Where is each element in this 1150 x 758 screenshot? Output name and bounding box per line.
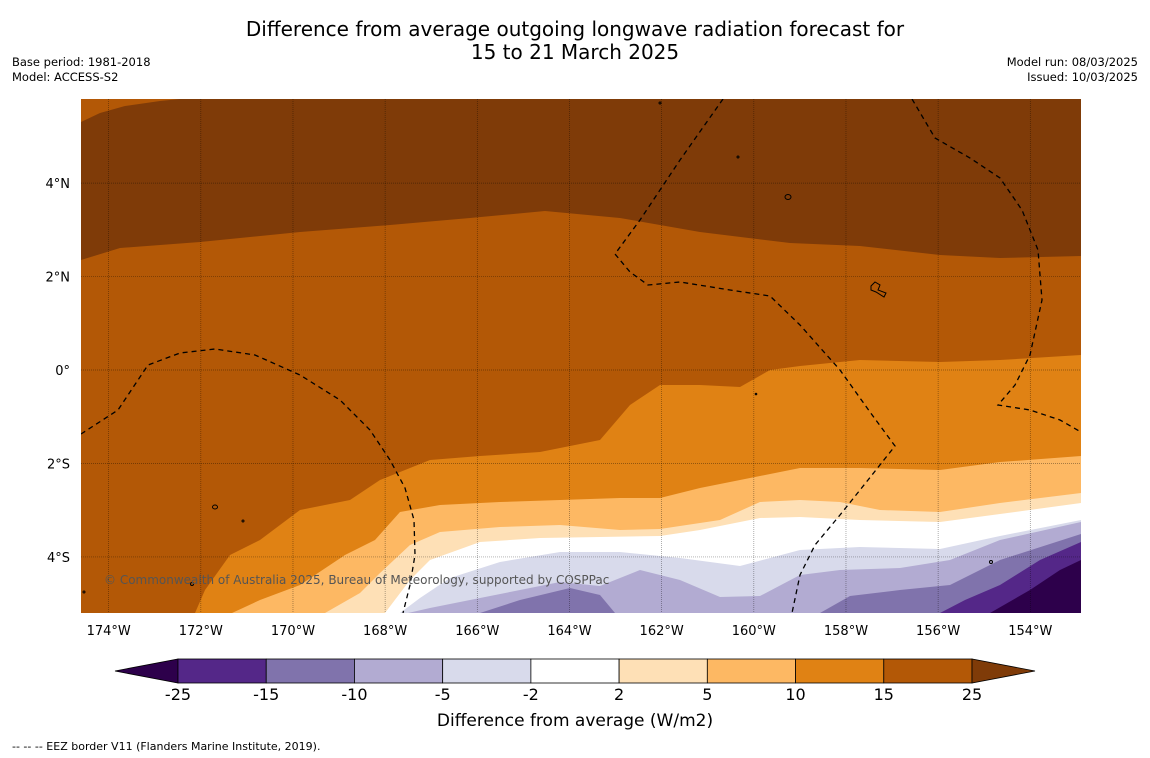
eez-border-east <box>911 99 1081 433</box>
colorbar-bin <box>265 658 355 684</box>
eez-borders <box>81 99 1081 613</box>
band-neg15-neg10 <box>480 534 1081 613</box>
issued-text: Issued: 10/03/2025 <box>1027 70 1138 84</box>
y-tick-label: 4°N <box>46 177 71 192</box>
metadata-right: Model run: 08/03/2025 Issued: 10/03/2025 <box>1007 55 1138 85</box>
colorbar-tick-label: 10 <box>785 685 805 704</box>
band-neg10-neg5 <box>81 522 1081 613</box>
island <box>784 194 792 200</box>
colorbar-tick-label: -15 <box>253 685 279 704</box>
colorbar-bin <box>177 658 267 684</box>
x-tick-label: 156°W <box>916 624 960 639</box>
x-tick-label: 158°W <box>824 624 868 639</box>
colorbar-bin <box>442 658 532 684</box>
y-tick-label: 0° <box>55 364 70 379</box>
x-tick-label: 162°W <box>640 624 684 639</box>
colorbar-label: Difference from average (W/m2) <box>437 711 713 731</box>
copyright-credit: © Commonwealth of Australia 2025, Bureau… <box>104 573 609 587</box>
colorbar-tick-label: -2 <box>523 685 539 704</box>
anomaly-field <box>81 99 1081 613</box>
island <box>989 560 993 564</box>
model-text: Model: ACCESS-S2 <box>12 70 119 84</box>
y-tick-label: 4°S <box>47 551 70 566</box>
island <box>658 101 662 105</box>
eez-border-west <box>81 348 416 613</box>
x-tick-label: 174°W <box>87 624 131 639</box>
x-tick-label: 170°W <box>271 624 315 639</box>
colorbar-under-arrow <box>114 658 179 684</box>
island <box>190 582 194 586</box>
colorbar-tick-label: -10 <box>341 685 367 704</box>
title-line-1: Difference from average outgoing longwav… <box>245 17 905 41</box>
colorbar-tick-label: 25 <box>962 685 982 704</box>
x-tick-label: 172°W <box>179 624 223 639</box>
colorbar-tick-label: 15 <box>874 685 894 704</box>
island <box>870 281 887 298</box>
colorbar-tick-label: 5 <box>702 685 712 704</box>
eez-border-central <box>614 99 896 613</box>
x-axis-labels: 174°W 172°W 170°W 168°W 166°W 164°W 162°W 160°W… <box>87 624 1053 639</box>
colorbar: -25 -15 -10 -5 -2 2 5 10 15 25 Difference from av… <box>114 658 1036 731</box>
x-tick-label: 168°W <box>363 624 407 639</box>
title-line-2: 15 to 21 March 2025 <box>470 40 680 64</box>
x-tick-label: 164°W <box>547 624 591 639</box>
island <box>736 155 740 159</box>
y-tick-label: 2°S <box>47 457 70 472</box>
colorbar-bin <box>883 658 973 684</box>
colorbar-over-arrow <box>971 658 1036 684</box>
colorbar-tick-label: -5 <box>435 685 451 704</box>
island <box>754 392 758 396</box>
colorbar-bin <box>530 658 620 684</box>
model-run-text: Model run: 08/03/2025 <box>1006 55 1138 69</box>
metadata-left: Base period: 1981-2018 Model: ACCESS-S2 <box>12 55 151 85</box>
x-tick-label: 160°W <box>732 624 776 639</box>
base-period-text: Base period: 1981-2018 <box>12 55 151 69</box>
colorbar-tick-label: -25 <box>165 685 191 704</box>
colorbar-bin <box>354 658 444 684</box>
x-tick-label: 154°W <box>1008 624 1052 639</box>
x-tick-label: 166°W <box>455 624 499 639</box>
island <box>212 504 218 510</box>
graticule <box>81 99 1081 613</box>
colorbar-bin <box>706 658 796 684</box>
islands <box>82 101 993 594</box>
colorbar-tick-label: 2 <box>614 685 624 704</box>
island <box>241 519 245 523</box>
island <box>82 590 86 594</box>
colorbar-bin <box>795 658 885 684</box>
y-tick-label: 2°N <box>46 271 71 286</box>
colorbar-bin <box>618 658 708 684</box>
eez-legend-footnote: -- -- -- EEZ border V11 (Flanders Marine… <box>12 740 321 753</box>
y-axis-labels: 4°N 2°N 0° 2°S 4°S <box>46 177 71 566</box>
band-under-neg25 <box>990 560 1081 613</box>
map-title: Difference from average outgoing longwav… <box>0 18 1150 64</box>
